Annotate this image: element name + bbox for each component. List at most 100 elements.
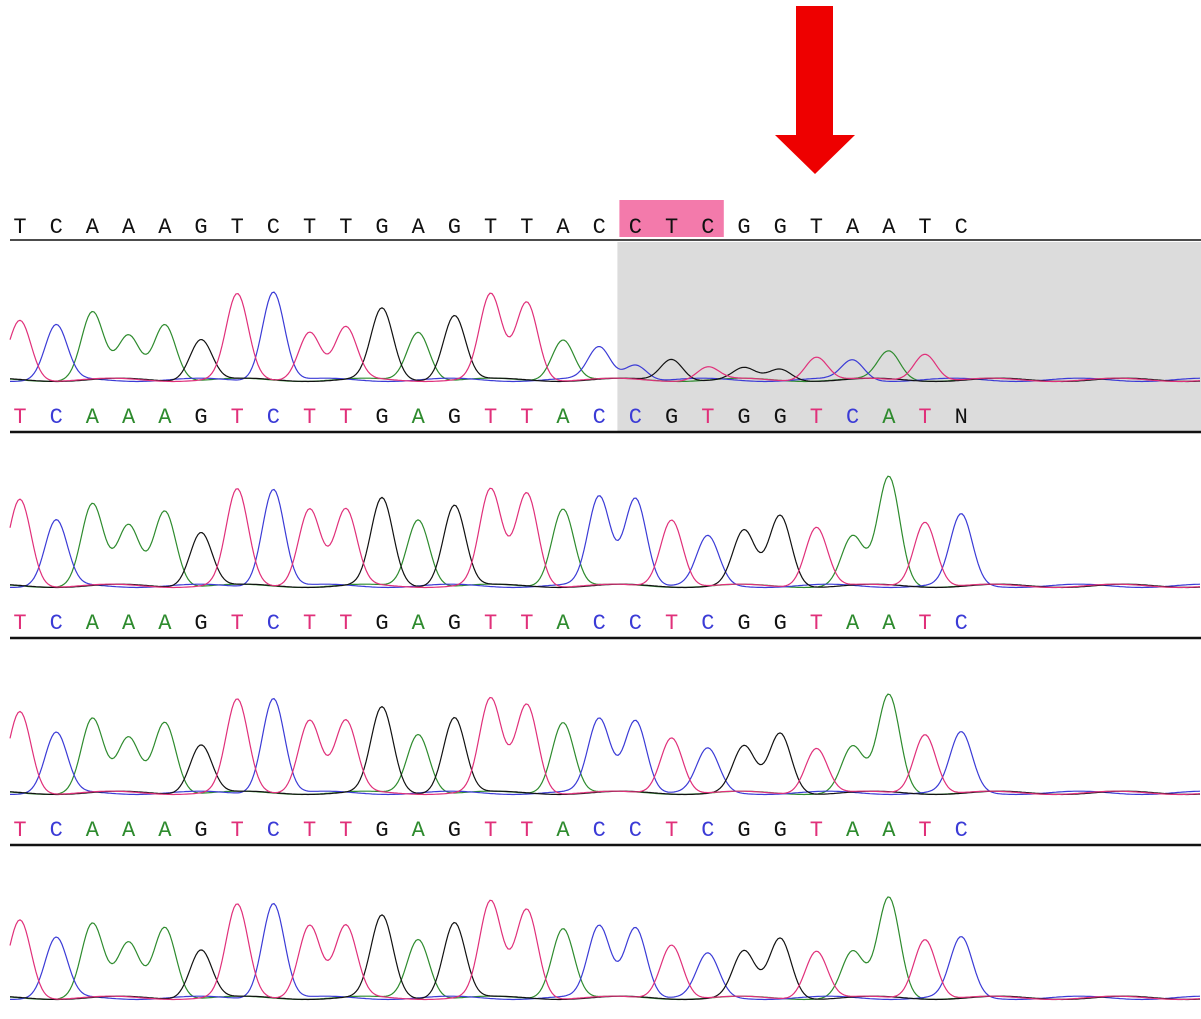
base-call: C: [593, 405, 606, 430]
base-call: T: [918, 818, 931, 843]
base-call: A: [882, 611, 896, 636]
trace-channel-C: [10, 488, 1201, 589]
base-call: T: [484, 405, 497, 430]
base-call: T: [13, 611, 26, 636]
reference-base: G: [194, 215, 207, 240]
base-call: A: [86, 405, 100, 430]
base-call: A: [882, 405, 896, 430]
reference-base: T: [231, 215, 244, 240]
reference-base: C: [267, 215, 280, 240]
reference-base: A: [122, 215, 136, 240]
base-call: T: [339, 405, 352, 430]
base-call: T: [810, 405, 823, 430]
base-call: C: [267, 611, 280, 636]
base-call: T: [339, 818, 352, 843]
trace-channel-G: [9, 705, 1201, 796]
base-call: T: [13, 818, 26, 843]
trace-channel-T: [9, 487, 1201, 589]
base-call: C: [50, 611, 63, 636]
trace-channel-C: [10, 291, 1201, 383]
base-call: G: [774, 405, 787, 430]
reference-base: C: [701, 215, 714, 240]
reference-base: C: [629, 215, 642, 240]
reference-base: A: [86, 215, 100, 240]
base-call: G: [774, 818, 787, 843]
base-call: T: [303, 611, 316, 636]
trace-channel-T: [9, 899, 1201, 1001]
reference-base: T: [918, 215, 931, 240]
reference-base: C: [593, 215, 606, 240]
reference-base: A: [556, 215, 570, 240]
base-call: A: [846, 611, 860, 636]
base-call: T: [303, 818, 316, 843]
base-call: A: [846, 818, 860, 843]
base-call: A: [122, 818, 136, 843]
base-call: G: [737, 818, 750, 843]
base-call: T: [484, 611, 497, 636]
base-call: C: [629, 611, 642, 636]
base-call: T: [918, 611, 931, 636]
base-call: G: [448, 611, 461, 636]
low-quality-region: [617, 242, 1201, 432]
base-call: G: [737, 611, 750, 636]
trace-channel-C: [10, 902, 1201, 1001]
base-call: C: [629, 405, 642, 430]
base-call: A: [86, 818, 100, 843]
reference-base: T: [303, 215, 316, 240]
base-call: C: [267, 405, 280, 430]
trace-channel-G: [9, 496, 1201, 589]
base-call: T: [520, 611, 533, 636]
base-call: T: [13, 405, 26, 430]
base-call: T: [701, 405, 714, 430]
base-call: C: [701, 611, 714, 636]
base-call: T: [484, 818, 497, 843]
base-call: A: [556, 611, 570, 636]
reference-base: A: [846, 215, 860, 240]
base-call: G: [375, 818, 388, 843]
base-call: T: [231, 611, 244, 636]
base-call: A: [86, 611, 100, 636]
base-call: G: [194, 611, 207, 636]
base-call: G: [665, 405, 678, 430]
base-call: T: [665, 611, 678, 636]
base-call: T: [918, 405, 931, 430]
base-call: A: [122, 405, 136, 430]
base-call: T: [665, 818, 678, 843]
base-call: G: [375, 611, 388, 636]
reference-base: T: [520, 215, 533, 240]
reference-base: C: [50, 215, 63, 240]
base-call: N: [955, 405, 968, 430]
base-call: T: [231, 818, 244, 843]
reference-base: T: [13, 215, 26, 240]
reference-base: C: [955, 215, 968, 240]
trace-channel-A: [9, 693, 1201, 796]
base-call: T: [303, 405, 316, 430]
reference-base: G: [448, 215, 461, 240]
base-call: C: [593, 818, 606, 843]
base-call: C: [629, 818, 642, 843]
trace-channel-A: [9, 475, 1201, 589]
reference-base: A: [882, 215, 896, 240]
base-call: A: [122, 611, 136, 636]
base-call: T: [810, 611, 823, 636]
base-call: C: [955, 818, 968, 843]
base-call: T: [520, 818, 533, 843]
reference-base: G: [774, 215, 787, 240]
base-call: C: [846, 405, 859, 430]
reference-base: T: [339, 215, 352, 240]
base-call: T: [810, 818, 823, 843]
trace-channel-A: [9, 896, 1201, 1001]
base-call: A: [158, 611, 172, 636]
reference-base: T: [665, 215, 678, 240]
base-call: C: [267, 818, 280, 843]
base-call: G: [448, 818, 461, 843]
base-call: G: [737, 405, 750, 430]
base-call: T: [231, 405, 244, 430]
base-call: G: [375, 405, 388, 430]
trace-channel-G: [9, 914, 1201, 1001]
